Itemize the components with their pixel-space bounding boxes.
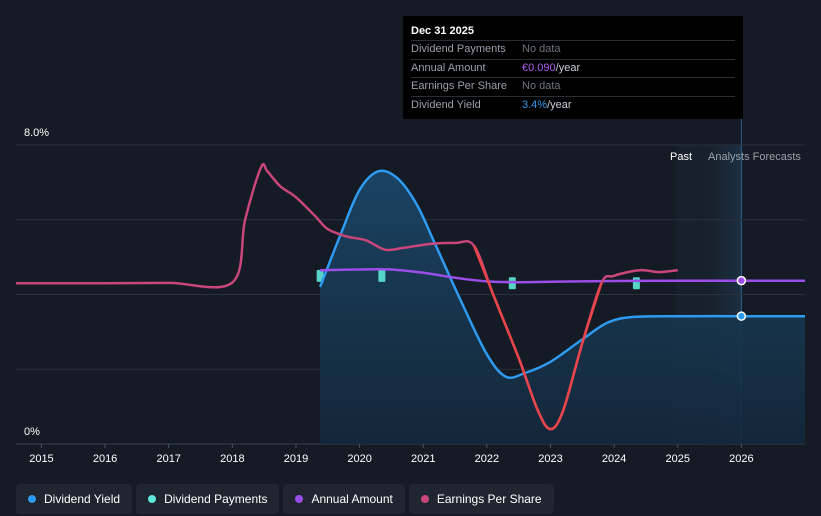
legend-dot-icon xyxy=(420,495,429,503)
tooltip-label: Dividend Payments xyxy=(411,43,506,55)
tooltip-label: Annual Amount xyxy=(411,61,486,74)
x-tick-label: 2025 xyxy=(665,453,689,465)
tooltip-label: Dividend Yield xyxy=(411,98,481,111)
tooltip-row-annual-amount: Annual Amount €0.090/year xyxy=(411,58,735,78)
y-tick-label: 8.0% xyxy=(24,127,49,139)
dividend-payment-mark xyxy=(632,277,640,290)
tooltip-value: €0.090/year xyxy=(522,60,580,78)
legend-dot-icon xyxy=(148,495,157,503)
annual-amount-line xyxy=(320,267,805,284)
tooltip-value-number: No data xyxy=(522,43,561,55)
legend-dot-icon xyxy=(28,495,36,503)
forecast-label: Analysts Forecasts xyxy=(708,151,801,163)
legend-label: Annual Amount xyxy=(311,492,393,506)
highlight-point xyxy=(736,275,747,286)
legend-item-annual-amount[interactable]: Annual Amount xyxy=(283,484,405,514)
x-tick-label: 2015 xyxy=(29,453,53,465)
earnings-per-share-decline-segment xyxy=(472,245,603,431)
legend-label: Dividend Yield xyxy=(44,492,121,506)
past-label: Past xyxy=(670,151,692,163)
tooltip-value: No data xyxy=(522,78,561,96)
tooltip-value-unit: /year xyxy=(547,98,572,111)
tooltip-value-number: €0.090 xyxy=(522,61,556,74)
x-tick-label: 2019 xyxy=(284,453,308,465)
legend-label: Earnings Per Share xyxy=(436,492,542,506)
dividend-payment-mark xyxy=(316,269,324,282)
x-tick-label: 2024 xyxy=(602,453,626,465)
x-tick-label: 2022 xyxy=(475,453,499,465)
x-tick-label: 2020 xyxy=(347,453,371,465)
legend-item-dividend-yield[interactable]: Dividend Yield xyxy=(16,484,133,514)
x-tick-label: 2017 xyxy=(156,453,180,465)
tooltip-row-dividend-yield: Dividend Yield 3.4%/year xyxy=(411,95,735,115)
tooltip-date: Dec 31 2025 xyxy=(411,25,474,37)
legend-item-earnings-per-share[interactable]: Earnings Per Share xyxy=(408,484,554,514)
tooltip: Dec 31 2025 Dividend Payments No data An… xyxy=(403,16,743,119)
y-tick-label: 0% xyxy=(24,426,40,438)
x-tick-label: 2023 xyxy=(538,453,562,465)
x-tick-label: 2021 xyxy=(411,453,435,465)
x-tick-label: 2026 xyxy=(729,453,753,465)
dividend-payment-mark xyxy=(378,269,386,282)
tooltip-value: 3.4%/year xyxy=(522,97,572,115)
tooltip-row-dividend-payments: Dividend Payments No data xyxy=(411,40,735,59)
legend-item-dividend-payments[interactable]: Dividend Payments xyxy=(136,484,280,514)
highlight-point xyxy=(736,311,747,321)
tooltip-value-number: No data xyxy=(522,80,561,92)
tooltip-value-unit: /year xyxy=(555,61,581,74)
tooltip-label: Earnings Per Share xyxy=(411,80,507,92)
legend-label: Dividend Payments xyxy=(164,492,268,506)
tooltip-value: No data xyxy=(522,41,561,59)
dividend-yield-area xyxy=(320,170,805,445)
legend: Dividend Yield Dividend Payments Annual … xyxy=(16,484,554,515)
legend-dot-icon xyxy=(295,495,304,503)
dividend-yield-line xyxy=(318,169,805,380)
tooltip-row-earnings-per-share: Earnings Per Share No data xyxy=(411,77,735,96)
x-tick-label: 2018 xyxy=(220,453,244,465)
x-tick-label: 2016 xyxy=(93,453,117,465)
tooltip-value-number: 3.4% xyxy=(522,98,548,111)
